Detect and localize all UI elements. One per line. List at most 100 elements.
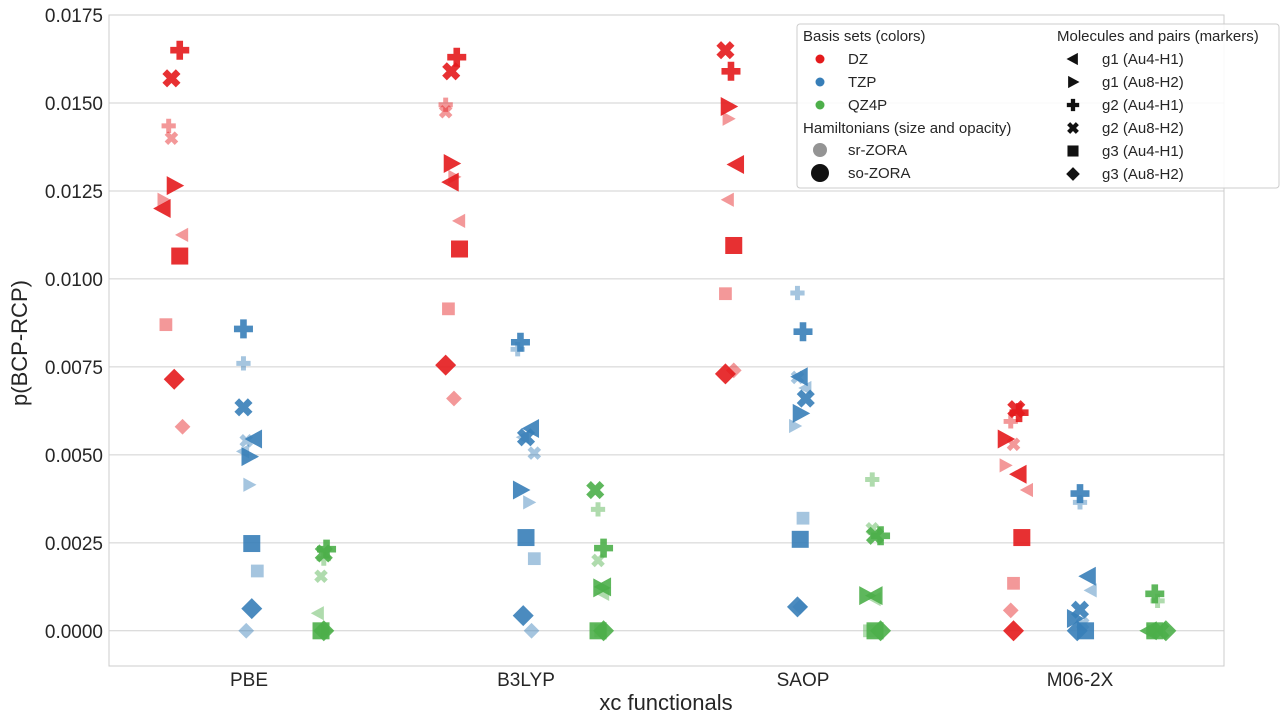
data-point [164,131,179,145]
data-point [790,370,805,385]
data-point [516,428,536,447]
legend-label: g3 (Au8-H2) [1102,166,1184,183]
legend-label: g1 (Au4-H1) [1102,51,1184,68]
data-point [233,319,253,339]
data-point [586,481,605,500]
data-point [720,96,739,116]
data-point [721,61,741,81]
data-point [714,363,736,385]
data-point [1155,620,1177,642]
y-tick-label: 0.0150 [45,94,103,115]
data-point [793,322,813,342]
legend-marker [1067,145,1079,157]
data-point [1009,464,1027,484]
plot-frame [108,14,1225,667]
data-point [590,502,606,517]
y-tick-label: 0.0025 [45,534,103,555]
data-point [790,285,805,301]
data-point [510,332,530,352]
legend-marker [1066,98,1080,112]
legend-marker [1068,75,1080,89]
data-point [510,342,525,357]
legend-title: Hamiltonians (size and opacity) [803,120,1011,137]
data-point [790,367,808,387]
data-point [792,403,811,423]
legend-title: Basis sets (colors) [803,28,926,45]
data-point [517,529,535,547]
legend-label: DZ [848,51,868,68]
data-point [1077,622,1095,640]
data-point [593,578,611,598]
data-point [722,111,736,126]
data-point [452,213,466,228]
data-point [243,535,261,553]
data-point [1019,482,1033,498]
data-point [314,569,328,584]
y-tick-label: 0.0050 [45,446,103,467]
legend-box [796,23,1280,189]
data-point [161,118,176,133]
data-point [594,538,614,558]
data-point [1003,620,1025,642]
y-tick-labels: 0.0000 0.0025 0.0050 0.0075 0.0100 0.0125 0.01… [45,6,103,643]
data-point [870,620,892,642]
legend-marker [813,143,827,157]
data-point [596,586,610,601]
data-point [997,429,1016,449]
data-point [1066,608,1085,628]
data-point [1078,566,1096,586]
data-point [594,624,608,638]
data-point [1007,576,1020,590]
data-point [443,153,462,173]
data-point [791,530,809,548]
data-point [435,354,457,376]
data-point [591,553,605,568]
legend-label: sr-ZORA [848,142,907,159]
data-point [241,447,259,467]
data-point [238,622,255,639]
data-point [1009,403,1029,423]
x-tick-labels: PBE B3LYP SAOP M06-2X [230,670,1114,691]
legend-marker [815,54,825,64]
data-point [1145,584,1165,604]
data-point [162,69,181,88]
data-point [523,622,540,639]
data-point [527,446,542,460]
data-point [865,586,883,606]
data-point [438,97,453,112]
data-point [153,199,171,219]
data-point [244,429,263,449]
data-point [1003,414,1018,429]
data-point [170,40,190,60]
data-point [314,544,333,563]
data-point [157,192,171,207]
data-point [786,596,808,618]
legend-marker [815,100,825,110]
data-point [512,605,534,627]
data-point [174,418,191,435]
data-point [316,551,331,566]
data-point [999,458,1013,473]
y-tick-label: 0.0000 [45,622,103,643]
data-point [716,41,735,60]
legend-label: g2 (Au8-H2) [1102,120,1184,137]
data-point [867,592,881,607]
data-point [441,172,459,192]
y-tick-label: 0.0125 [45,182,103,203]
data-point [442,302,455,316]
data-point [243,477,257,492]
x-tick-label: PBE [230,670,268,691]
data-point [442,62,461,81]
data-point [523,495,537,510]
data-point [792,599,809,615]
x-tick-label: B3LYP [497,670,555,691]
legend-label: so-ZORA [848,165,911,182]
legend-label: g1 (Au8-H2) [1102,74,1184,91]
legend-marker [1066,52,1078,66]
data-point [250,564,264,578]
legend-marker [815,77,825,87]
data-point [1146,623,1160,638]
data-point [166,176,185,196]
data-point [1150,593,1165,609]
